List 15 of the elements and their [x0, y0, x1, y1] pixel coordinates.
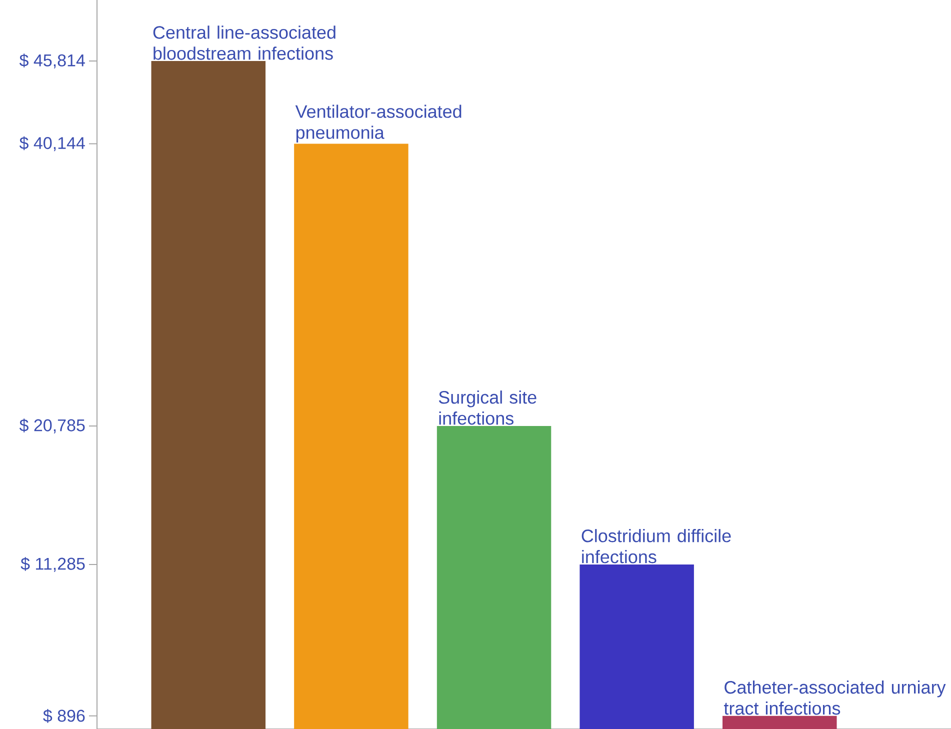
y-tick-label: $ 20,785 [19, 418, 85, 434]
x-tick-label: Central line-associated bloodstream infections [153, 26, 336, 60]
x-tick-label: Surgical site infections [438, 390, 536, 425]
y-tick-label: $ 11,285 [20, 557, 85, 572]
bar [294, 144, 408, 729]
bar [436, 426, 552, 729]
y-tick-label: $ 45,814 [19, 54, 85, 68]
x-tick-label: Catheter-associated urniary tract infections [724, 680, 946, 715]
bar [722, 716, 837, 729]
x-tick-label: Ventilator-associated pneumonia [295, 104, 462, 142]
bar [151, 61, 266, 729]
x-tick-label: Clostridium difficile infections [582, 529, 731, 564]
y-tick-label: $ 40,144 [19, 136, 85, 152]
y-tick-label: $ 896 [43, 709, 85, 723]
bar [580, 564, 694, 729]
